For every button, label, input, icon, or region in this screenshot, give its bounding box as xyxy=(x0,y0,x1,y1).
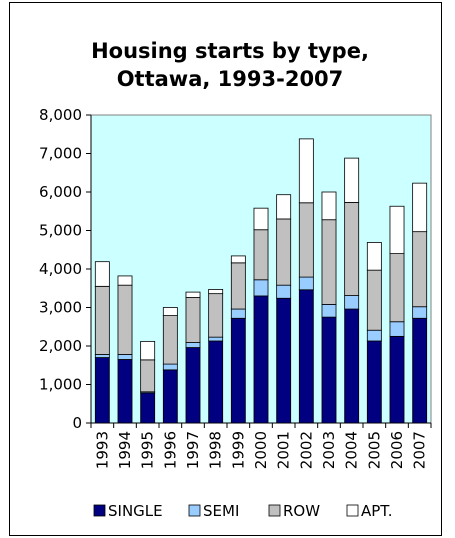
x-tick-label: 2003 xyxy=(320,431,338,469)
bar-segment-apt-1993 xyxy=(94,261,110,287)
bar-segment-single-1993 xyxy=(94,357,110,424)
x-tick-label: 1996 xyxy=(161,431,179,469)
bar-segment-apt-2002 xyxy=(298,138,314,204)
bar-segment-row-1998 xyxy=(208,293,224,338)
chart-title-line-2: Ottawa, 1993-2007 xyxy=(117,67,344,91)
bar-segment-apt-2005 xyxy=(366,242,382,271)
y-tick-label: 7,000 xyxy=(39,145,82,163)
bar-segment-apt-1996 xyxy=(162,307,178,316)
bar-segment-semi-2007 xyxy=(412,306,428,319)
bar-segment-single-2000 xyxy=(253,295,269,424)
x-tick-label: 2007 xyxy=(411,431,429,469)
bar-segment-apt-1997 xyxy=(185,291,201,298)
bar-segment-row-2004 xyxy=(344,201,360,296)
legend-swatch-row xyxy=(268,504,281,517)
bar-segment-row-2002 xyxy=(298,202,314,278)
y-tick-label: 5,000 xyxy=(39,222,82,240)
bar-segment-single-2007 xyxy=(412,317,428,424)
bar-segment-semi-1994 xyxy=(117,354,133,360)
y-axis: 0 1,000 2,000 3,000 4,000 5,000 6,000 7,000 8,00… xyxy=(39,106,92,432)
x-tick-label: 1997 xyxy=(184,431,202,469)
x-tick-label: 2005 xyxy=(365,431,383,469)
x-axis: 1993 1994 1995 1996 1997 1998 1999 2000 2001 2002… xyxy=(90,422,432,469)
bar-segment-row-1996 xyxy=(162,315,178,365)
y-tick-label: 0 xyxy=(72,414,82,432)
x-tick-label: 1993 xyxy=(93,431,111,469)
x-tick-label: 1994 xyxy=(116,431,134,469)
bar-segment-row-2003 xyxy=(321,219,337,305)
bar-segment-semi-2006 xyxy=(389,321,405,337)
bar-segment-semi-1996 xyxy=(162,363,178,371)
bar-segment-row-1994 xyxy=(117,284,133,355)
bar-segment-semi-1999 xyxy=(230,308,246,319)
bar-segment-apt-2000 xyxy=(253,207,269,231)
legend-label: SINGLE xyxy=(108,502,163,520)
bar-segment-semi-2003 xyxy=(321,304,337,318)
bar-segment-row-2001 xyxy=(276,218,292,286)
x-tick-label: 2001 xyxy=(275,431,293,469)
y-tick-label: 6,000 xyxy=(39,183,82,201)
bar-segment-semi-2000 xyxy=(253,279,269,297)
legend-swatch-apt xyxy=(346,504,359,517)
bar-segment-single-1997 xyxy=(185,347,201,424)
bar-segment-row-1999 xyxy=(230,262,246,310)
bar-segment-single-2004 xyxy=(344,308,360,424)
bar-segment-row-2006 xyxy=(389,253,405,323)
bar-segment-semi-2005 xyxy=(366,329,382,342)
chart-title-line-1: Housing starts by type, xyxy=(91,39,369,63)
bar-segment-apt-2006 xyxy=(389,205,405,254)
bar-segment-apt-2001 xyxy=(276,194,292,220)
legend-label: ROW xyxy=(283,502,320,520)
x-tick-label: 2004 xyxy=(343,431,361,469)
bar-segment-semi-2004 xyxy=(344,295,360,310)
bars xyxy=(94,138,428,424)
bar-segment-apt-1994 xyxy=(117,275,133,286)
bar-segment-single-1995 xyxy=(140,392,156,424)
legend: SINGLE SEMI ROW APT. xyxy=(93,502,392,520)
x-tick-label: 1999 xyxy=(229,431,247,469)
bar-segment-row-2007 xyxy=(412,231,428,308)
bar-segment-single-2001 xyxy=(276,297,292,424)
bar-segment-semi-1993 xyxy=(94,354,110,358)
chart-frame: Housing starts by type, Ottawa, 1993-200… xyxy=(9,2,442,536)
x-tick-label: 2002 xyxy=(297,431,315,469)
bar-segment-apt-2007 xyxy=(412,182,428,233)
bar-segment-row-2005 xyxy=(366,269,382,331)
bar-segment-single-2003 xyxy=(321,316,337,424)
bar-segment-semi-1998 xyxy=(208,336,224,342)
bar-segment-apt-1998 xyxy=(208,289,224,295)
bar-segment-single-2006 xyxy=(389,335,405,424)
bar-segment-single-1998 xyxy=(208,340,224,424)
legend-label: APT. xyxy=(361,502,392,520)
y-tick-label: 2,000 xyxy=(39,337,82,355)
bar-segment-single-1996 xyxy=(162,369,178,424)
bar-segment-row-2000 xyxy=(253,229,269,281)
bar-segment-apt-1999 xyxy=(230,255,246,264)
bar-segment-row-1995 xyxy=(140,359,156,393)
bar-segment-single-1999 xyxy=(230,317,246,424)
bar-segment-row-1993 xyxy=(94,285,110,355)
stacked-bar-chart: Housing starts by type, Ottawa, 1993-200… xyxy=(39,39,432,520)
x-tick-label: 2006 xyxy=(388,431,406,469)
bar-segment-semi-2001 xyxy=(276,284,292,299)
bar-segment-single-1994 xyxy=(117,359,133,424)
x-tick-label: 2000 xyxy=(252,431,270,469)
bar-segment-single-2002 xyxy=(298,289,314,424)
legend-swatch-single xyxy=(93,504,106,517)
legend-swatch-semi xyxy=(188,504,201,517)
bar-segment-apt-2003 xyxy=(321,191,337,221)
bar-segment-semi-1997 xyxy=(185,342,201,348)
y-tick-label: 8,000 xyxy=(39,106,82,124)
bar-segment-single-2005 xyxy=(366,340,382,424)
y-tick-label: 4,000 xyxy=(39,260,82,278)
x-tick-label: 1998 xyxy=(207,431,225,469)
bar-segment-row-1997 xyxy=(185,297,201,343)
bar-segment-apt-2004 xyxy=(344,157,360,203)
y-tick-label: 1,000 xyxy=(39,376,82,394)
x-tick-label: 1995 xyxy=(139,431,157,469)
bar-segment-apt-1995 xyxy=(140,340,156,361)
legend-label: SEMI xyxy=(203,502,239,520)
bar-segment-semi-2002 xyxy=(298,276,314,291)
y-tick-label: 3,000 xyxy=(39,299,82,317)
